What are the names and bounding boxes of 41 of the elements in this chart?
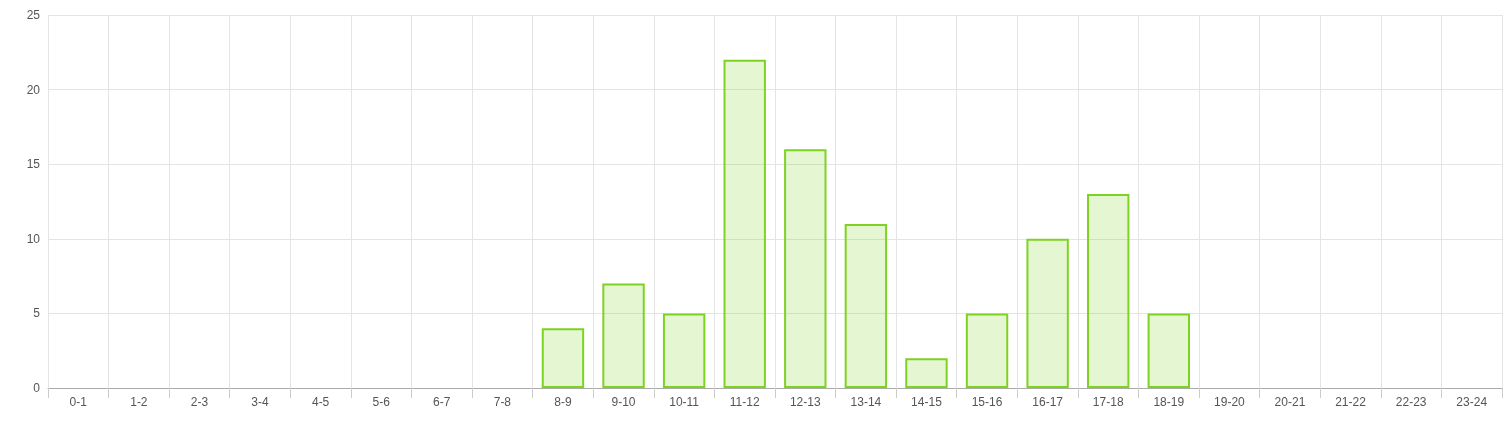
bar — [662, 313, 706, 388]
x-tick-label: 4-5 — [311, 395, 330, 409]
x-tick-label: 22-23 — [1395, 395, 1427, 409]
y-tick-label: 20 — [26, 82, 41, 97]
bar — [723, 59, 766, 388]
x-tick-label: 3-4 — [251, 395, 270, 409]
x-tick-label: 7-8 — [493, 395, 512, 409]
x-tick-label: 16-17 — [1032, 395, 1064, 409]
x-tick-label: 9-10 — [611, 395, 636, 409]
bar — [784, 149, 827, 388]
x-tick-label: 8-9 — [554, 395, 572, 409]
bar — [1147, 313, 1190, 388]
x-tick-label: 14-15 — [911, 395, 943, 409]
x-tick-label: 10-11 — [669, 395, 700, 409]
bar — [965, 313, 1009, 388]
x-tick-label: 19-20 — [1214, 395, 1246, 409]
x-tick-label: 5-6 — [372, 395, 391, 409]
x-tick-label: 1-2 — [130, 395, 148, 409]
x-tick-label: 15-16 — [971, 395, 1003, 409]
y-tick-label: 15 — [26, 157, 41, 172]
y-tick-label: 0 — [33, 381, 41, 395]
y-tick-label: 5 — [33, 306, 41, 321]
x-tick-label: 13-14 — [850, 395, 882, 409]
bar — [1026, 238, 1069, 388]
x-tick-label: 18-19 — [1153, 395, 1185, 409]
x-tick-label: 12-13 — [789, 395, 821, 409]
bar — [844, 223, 888, 388]
x-tick-label: 21-22 — [1335, 395, 1367, 409]
x-tick-label: 6-7 — [433, 395, 451, 409]
x-tick-label: 23-24 — [1456, 395, 1488, 409]
x-tick-label: 20-21 — [1274, 395, 1306, 409]
bar — [905, 358, 948, 388]
x-tick-label: 0-1 — [69, 395, 88, 409]
bar — [541, 328, 585, 388]
bar — [602, 283, 645, 388]
x-tick-label: 11-12 — [729, 395, 760, 409]
y-tick-label: 25 — [26, 8, 41, 22]
bar — [1087, 194, 1130, 388]
x-tick-label: 17-18 — [1092, 395, 1124, 409]
x-tick-label: 2-3 — [190, 395, 209, 409]
y-tick-label: 10 — [26, 231, 41, 246]
